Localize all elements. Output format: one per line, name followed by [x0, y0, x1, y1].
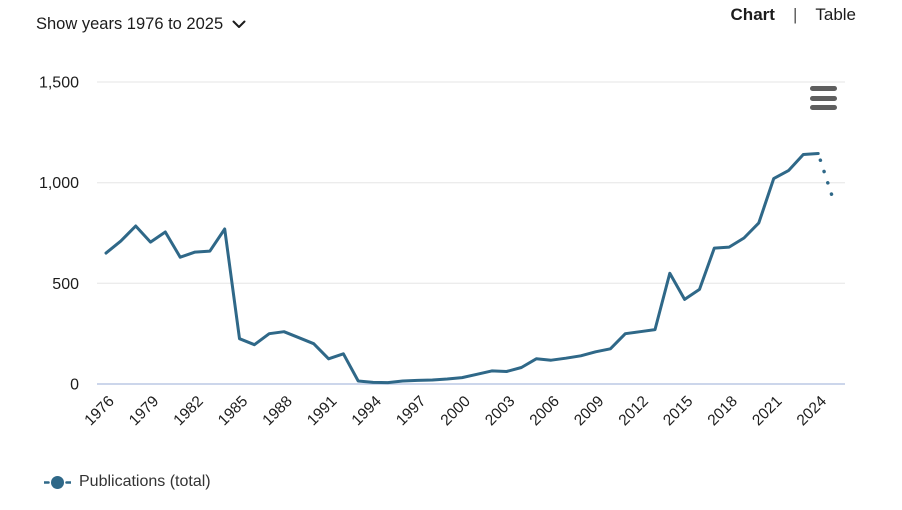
x-axis-tick-label: 1997 — [393, 393, 429, 429]
y-axis-tick-label: 1,000 — [39, 175, 79, 192]
x-axis-tick-label: 1991 — [304, 393, 340, 429]
chart-menu-button[interactable] — [810, 86, 838, 110]
x-axis-tick-label: 2009 — [571, 393, 607, 429]
chevron-down-icon — [232, 20, 246, 28]
x-axis-tick-label: 2024 — [794, 393, 831, 430]
projection-dotted-line — [816, 151, 835, 201]
x-axis-tick-label: 2012 — [616, 393, 652, 429]
x-axis-tick-label: 1976 — [81, 393, 117, 429]
x-axis-tick-label: 2003 — [482, 393, 518, 429]
hamburger-icon-bar — [810, 105, 837, 110]
legend-item-publications[interactable]: Publications (total) — [44, 473, 211, 491]
x-axis-tick-label: 2006 — [527, 393, 563, 429]
y-axis-tick-label: 0 — [70, 377, 79, 394]
publications-line[interactable] — [104, 152, 820, 385]
x-axis-tick-label: 2015 — [660, 393, 696, 429]
legend-line-marker-icon — [44, 475, 71, 489]
hamburger-icon-bar — [810, 95, 837, 101]
tab-table[interactable]: Table — [815, 5, 856, 24]
y-axis-tick-label: 500 — [52, 276, 79, 293]
x-axis-tick-label: 1988 — [259, 393, 295, 429]
x-axis-tick-label: 2021 — [749, 393, 785, 429]
year-range-label: Show years 1976 to 2025 — [36, 15, 224, 33]
view-toggle: Chart | Table — [731, 5, 856, 25]
hamburger-icon-bar — [810, 86, 837, 91]
x-axis-tick-label: 2018 — [705, 393, 741, 429]
x-axis-tick-label: 1985 — [215, 393, 251, 429]
x-axis-tick-label: 1982 — [170, 393, 206, 429]
toggle-separator: | — [792, 5, 798, 24]
x-axis-tick-label: 2000 — [438, 393, 475, 430]
legend-label: Publications (total) — [79, 473, 211, 490]
x-axis-tick-label: 1979 — [126, 393, 162, 429]
x-axis-tick-label: 1994 — [349, 393, 386, 430]
year-range-selector[interactable]: Show years 1976 to 2025 — [36, 15, 246, 34]
y-axis-tick-label: 1,500 — [39, 75, 79, 92]
tab-chart[interactable]: Chart — [730, 5, 775, 24]
